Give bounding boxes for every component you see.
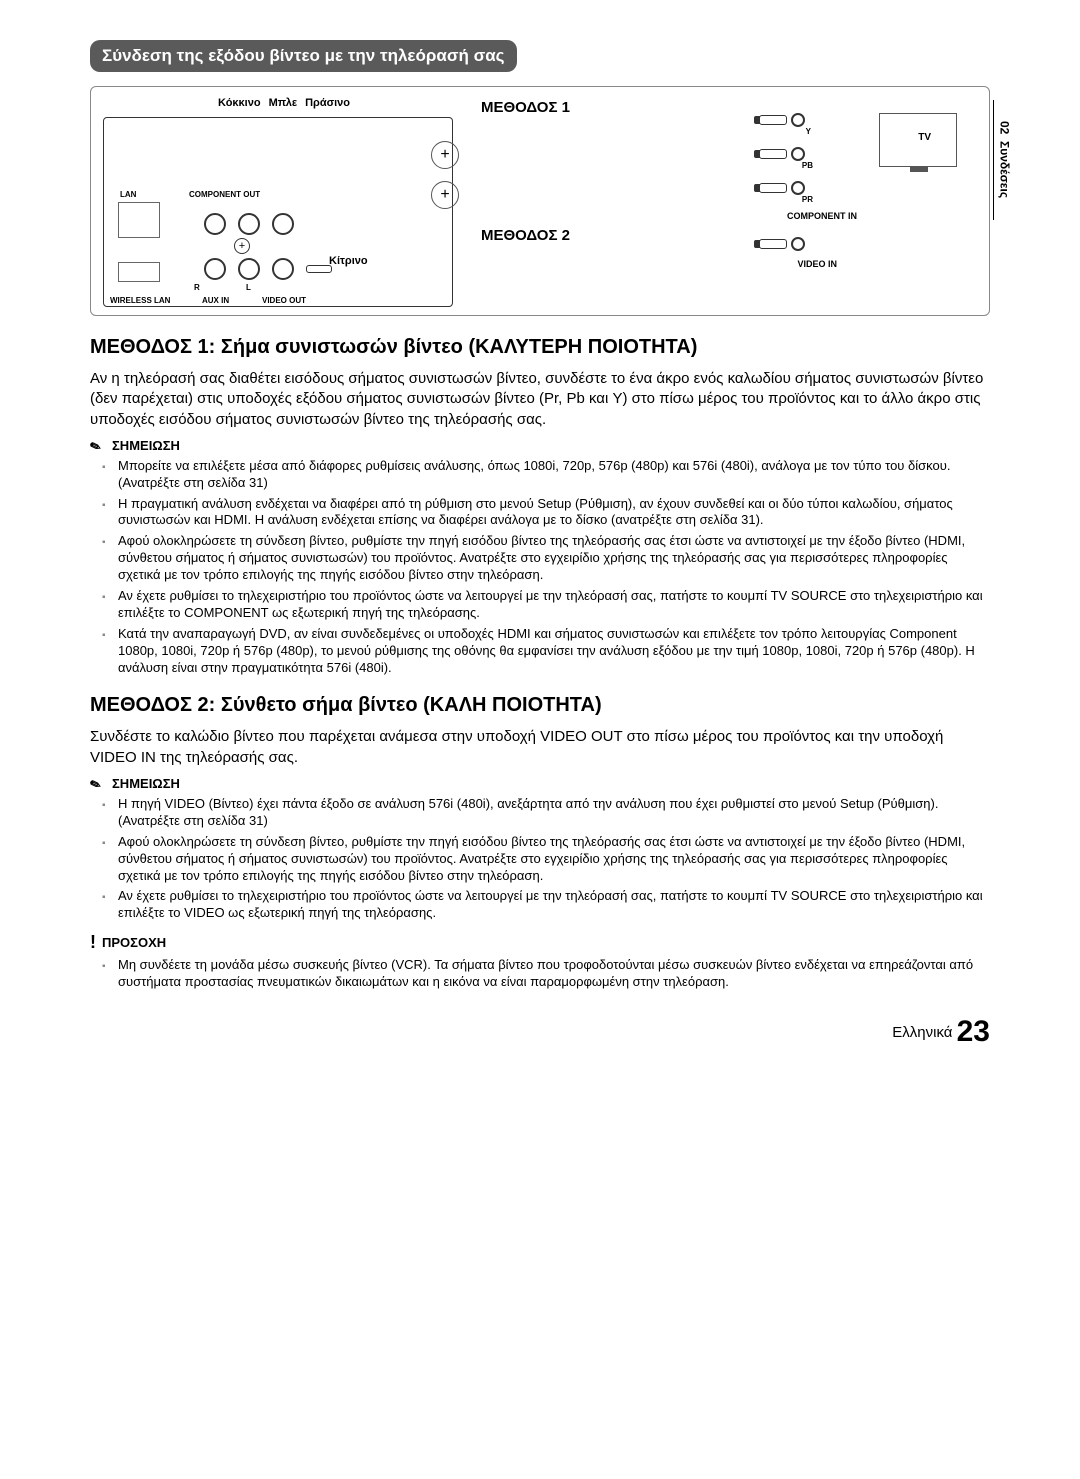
note-item: Μπορείτε να επιλέξετε μέσα από διάφορες … (118, 458, 990, 492)
rca-port (272, 213, 294, 235)
port-label-lan: LAN (120, 190, 136, 199)
method1-title: ΜΕΘΟΔΟΣ 1: Σήμα συνιστωσών βίντεο (ΚΑΛΥΤ… (90, 336, 990, 359)
method1-notes-list: Μπορείτε να επιλέξετε μέσα από διάφορες … (90, 458, 990, 677)
component-y-connector (759, 113, 805, 127)
method2-notes-list: Η πηγή VIDEO (Βίντεο) έχει πάντα έξοδο σ… (90, 796, 990, 922)
rca-port (238, 213, 260, 235)
method2-cautions-list: Μη συνδέετε τη μονάδα μέσω συσκευής βίντ… (90, 957, 990, 991)
port-label-y: Y (806, 127, 811, 136)
note-item: Αν έχετε ρυθμίσει το τηλεχειριστήριο του… (118, 588, 990, 622)
page-number: 23 (957, 1015, 990, 1048)
note-label: ΣΗΜΕΙΩΣΗ (112, 438, 180, 453)
method2-body: Συνδέστε το καλώδιο βίντεο που παρέχεται… (90, 727, 990, 768)
screw-icon: + (431, 141, 459, 169)
screw-icon: + (234, 238, 250, 254)
note-item: Αφού ολοκληρώσετε τη σύνδεση βίντεο, ρυθ… (118, 533, 990, 584)
aux-video-ports (204, 258, 332, 280)
color-label-red: Κόκκινο (218, 97, 261, 109)
chapter-side-tab: 02 Συνδέσεις (993, 100, 1015, 220)
video-in-label: VIDEO IN (797, 259, 837, 269)
port-label-aux-in: AUX IN (202, 296, 229, 305)
lan-port-icon (118, 202, 160, 238)
port-label-pb: PB (802, 161, 813, 170)
component-ports (204, 213, 294, 235)
port-label-wireless-lan: WIRELESS LAN (110, 296, 170, 305)
connection-diagram: Κόκκινο Μπλε Πράσινο ΜΕΘΟΔΟΣ 1 ΜΕΘΟΔΟΣ 2… (90, 86, 990, 316)
port-label-component-out: COMPONENT OUT (189, 190, 260, 199)
color-label-yellow: Κίτρινο (329, 255, 368, 267)
section-heading: Σύνδεση της εξόδου βίντεο με την τηλεόρα… (90, 40, 517, 72)
port-label-pr: PR (802, 195, 813, 204)
tv-side-panel: TV Y PB PR COMPONENT IN VIDEO IN (677, 97, 977, 297)
note-item: Αφού ολοκληρώσετε τη σύνδεση βίντεο, ρυθ… (118, 834, 990, 885)
footer-language: Ελληνικά (892, 1024, 952, 1041)
method2-title: ΜΕΘΟΔΟΣ 2: Σύνθετο σήμα βίντεο (ΚΑΛΗ ΠΟΙ… (90, 694, 990, 717)
page-footer: Ελληνικά 23 (90, 1015, 990, 1049)
component-in-label: COMPONENT IN (787, 211, 857, 221)
port-label-l: L (246, 283, 251, 292)
note-label: ΣΗΜΕΙΩΣΗ (112, 776, 180, 791)
component-pb-connector (759, 147, 805, 161)
rca-port (204, 258, 226, 280)
rca-port (204, 213, 226, 235)
component-pr-connector (759, 181, 805, 195)
video-in-connector (759, 237, 805, 251)
note-item: Μη συνδέετε τη μονάδα μέσω συσκευής βίντ… (118, 957, 990, 991)
caution-label: ΠΡΟΣΟΧΗ (102, 935, 166, 950)
color-label-green: Πράσινο (305, 97, 350, 109)
method1-body: Αν η τηλεόρασή σας διαθέτει εισόδους σήμ… (90, 369, 990, 430)
note-icon: ✎ (88, 774, 109, 795)
wireless-lan-port-icon (118, 262, 160, 282)
caution-icon: ! (90, 932, 96, 953)
method2-label: ΜΕΘΟΔΟΣ 2 (481, 227, 570, 244)
note-header: ✎ ΣΗΜΕΙΩΣΗ (90, 438, 990, 454)
method1-label: ΜΕΘΟΔΟΣ 1 (481, 99, 570, 116)
rca-port (272, 258, 294, 280)
note-item: Η πραγματική ανάλυση ενδέχεται να διαφέρ… (118, 496, 990, 530)
note-item: Αν έχετε ρυθμίσει το τηλεχειριστήριο του… (118, 888, 990, 922)
caution-header: ! ΠΡΟΣΟΧΗ (90, 932, 990, 953)
port-label-r: R (194, 283, 200, 292)
device-rear-panel: LAN COMPONENT OUT WIRELESS LAN AUX IN VI… (103, 117, 453, 307)
note-item: Η πηγή VIDEO (Βίντεο) έχει πάντα έξοδο σ… (118, 796, 990, 830)
note-header: ✎ ΣΗΜΕΙΩΣΗ (90, 776, 990, 792)
port-label-video-out: VIDEO OUT (262, 296, 306, 305)
note-icon: ✎ (88, 435, 109, 456)
color-label-blue: Μπλε (269, 97, 298, 109)
screw-icon: + (431, 181, 459, 209)
rca-port (238, 258, 260, 280)
note-item: Κατά την αναπαραγωγή DVD, αν είναι συνδε… (118, 626, 990, 677)
tv-label: TV (918, 132, 931, 143)
side-tab-text: 02 Συνδέσεις (998, 121, 1012, 198)
